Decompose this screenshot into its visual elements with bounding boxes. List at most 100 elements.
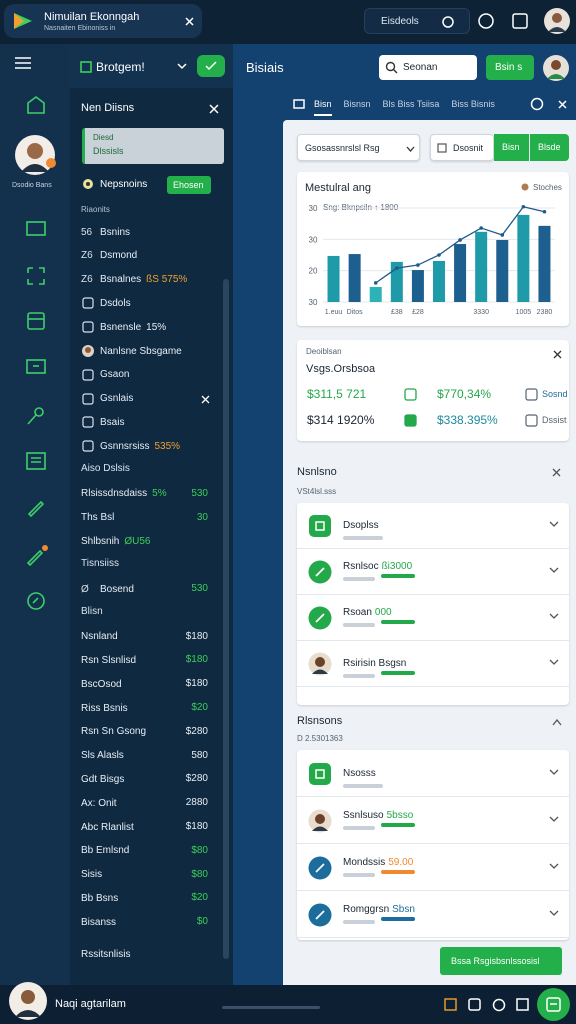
menu-icon[interactable]	[14, 56, 32, 70]
avatar[interactable]	[542, 54, 570, 82]
scrollbar[interactable]	[223, 279, 229, 959]
item-icon	[309, 762, 331, 785]
nav-icon[interactable]	[25, 590, 47, 612]
action-button[interactable]: Bisn	[494, 134, 529, 161]
list-item[interactable]: Riss Bsnis $20	[74, 698, 220, 718]
nav-icon[interactable]	[25, 357, 47, 379]
list-item[interactable]: 56 Bsnins	[74, 222, 220, 242]
cta-button[interactable]: Bssa Rsgisbsnlssosisl	[440, 947, 562, 975]
list-item[interactable]: Bsais	[74, 412, 220, 432]
filter-button[interactable]: Dsosnit	[430, 134, 494, 161]
bar	[348, 254, 361, 302]
tab[interactable]: Biss Bisnis	[451, 99, 495, 109]
list-item[interactable]: Rsn Slsnlisd $180	[74, 650, 220, 670]
close-icon[interactable]	[185, 17, 194, 26]
bottom-bar: Naqi agtarilam	[0, 982, 576, 1024]
app-pill[interactable]: Nimuilan Ekonngah Nasnaiten Ebinoniss in	[4, 4, 202, 38]
close-icon[interactable]	[552, 468, 561, 477]
list-item[interactable]: Ax: Onit 2880	[74, 793, 220, 813]
list-item[interactable]: Bisanss $0	[74, 912, 220, 932]
list-item[interactable]: Ths Bsl 30	[74, 508, 220, 528]
close-icon[interactable]	[553, 350, 562, 359]
list-item[interactable]: Bb Bsns $20	[74, 888, 220, 908]
list-item[interactable]: Nsnland $180	[74, 627, 220, 647]
tag-button[interactable]: Ehosen	[167, 176, 211, 194]
nav-icon[interactable]	[25, 405, 47, 427]
tab[interactable]: Bisnsn	[343, 99, 371, 109]
nav-icon[interactable]	[25, 496, 47, 518]
item-icon: Ø	[81, 583, 89, 595]
nav-icon[interactable]	[25, 218, 47, 240]
section-heading: Aiso Dslsis	[81, 463, 130, 474]
list-item[interactable]: Sisis $80	[74, 865, 220, 885]
user-avatar[interactable]	[14, 134, 58, 178]
home-icon[interactable]	[25, 94, 47, 116]
list-item[interactable]: Z6 Dsmond	[74, 246, 220, 266]
selected-item[interactable]: Diesd Dlssisls	[82, 128, 224, 164]
window-icon[interactable]	[510, 11, 530, 31]
stat-link[interactable]: Sosnd	[542, 389, 568, 399]
chart-card: Mestulral ang Stoches Sng: Bknpsiln ↑ 1800…	[297, 172, 569, 326]
list-row[interactable]: Romggrsn Sbsn	[297, 891, 569, 938]
workspace-icon	[80, 61, 92, 73]
list-item[interactable]: Nanlsne Sbsgame	[74, 341, 220, 361]
list-row[interactable]: Dsoplss	[297, 503, 569, 549]
primary-button[interactable]: Bsin s	[486, 55, 534, 80]
close-icon[interactable]	[201, 395, 210, 404]
item-badge: ØU56	[124, 535, 151, 547]
list-item[interactable]: BscOsod $180	[74, 674, 220, 694]
close-icon[interactable]	[558, 100, 567, 109]
trend-point	[500, 233, 505, 237]
details-button[interactable]: Eisdeols	[364, 8, 470, 34]
tab[interactable]: Bisn	[314, 96, 332, 116]
list-item[interactable]: Sls Alasls 580	[74, 746, 220, 766]
list-item[interactable]: Rsn Sn Gsong $280	[74, 722, 220, 742]
refresh-icon[interactable]	[476, 11, 496, 31]
close-icon[interactable]	[209, 104, 219, 114]
list-row[interactable]: Rsirisin Bsgsn	[297, 641, 569, 687]
meta-bar	[343, 783, 383, 788]
list-item[interactable]: Bsnensle 15%	[74, 317, 220, 337]
info-icon[interactable]	[530, 97, 544, 111]
workspace-name[interactable]: Brotgem!	[96, 60, 145, 74]
list-row[interactable]: Mondssis 59.00	[297, 844, 569, 891]
item-badge: 000	[374, 607, 392, 618]
list-item[interactable]: Rlsissdnsdaiss 5% 530	[74, 484, 220, 504]
item-label: Abc Rlanlist	[81, 821, 134, 833]
user-avatar[interactable]	[8, 977, 48, 1021]
avatar[interactable]	[543, 7, 571, 35]
nav-icon[interactable]	[25, 544, 49, 566]
tray-icons[interactable]	[443, 996, 533, 1014]
list-item[interactable]: Gsnnsrsiss 535%	[74, 436, 220, 456]
y-tick-label: 20	[309, 267, 318, 276]
search-box[interactable]: Seonan	[379, 55, 477, 80]
list-item[interactable]: Dsdols	[74, 293, 220, 313]
chevron-up[interactable]	[552, 719, 562, 726]
list-item[interactable]: Shlbsnih ØU56	[74, 531, 220, 551]
list-row[interactable]: Nsosss	[297, 750, 569, 797]
chevron[interactable]	[177, 63, 187, 71]
list-item[interactable]: Gsaon	[74, 365, 220, 385]
filter-dropdown[interactable]: Gsosassnrslsl Rsg	[297, 134, 420, 161]
tab[interactable]: Bls Biss Tsiisa	[382, 99, 440, 109]
nav-icon[interactable]	[25, 265, 47, 287]
list-item[interactable]: Abc Rlanlist $180	[74, 817, 220, 837]
stat-icon	[525, 388, 538, 401]
progress-bar	[381, 916, 415, 921]
check-button[interactable]	[197, 55, 225, 77]
button-label: Bssa Rsgisbsnlssosisl	[451, 956, 540, 966]
list-item[interactable]: Gsnlais	[74, 389, 220, 409]
list-item[interactable]: Bb Emlsnd $80	[74, 841, 220, 861]
nav-icon[interactable]	[25, 450, 47, 472]
fab[interactable]	[537, 988, 570, 1021]
list-row[interactable]: Rsoan 000	[297, 595, 569, 641]
nav-icon[interactable]	[25, 310, 47, 332]
stat-link[interactable]: Dssist	[542, 415, 567, 425]
list-item[interactable]: Gdt Bisgs $280	[74, 769, 220, 789]
list-item[interactable]: Ø Bosend 530	[74, 579, 220, 599]
list-row[interactable]: Ssnlsuso 5bsso	[297, 797, 569, 844]
item-text: Nsosss	[343, 768, 376, 779]
action-button[interactable]: Blsde	[530, 134, 569, 161]
list-row[interactable]: Rsnlsoc ßi3000	[297, 549, 569, 595]
list-item[interactable]: Z6 Bsnalnes ßS 575%	[74, 270, 220, 290]
